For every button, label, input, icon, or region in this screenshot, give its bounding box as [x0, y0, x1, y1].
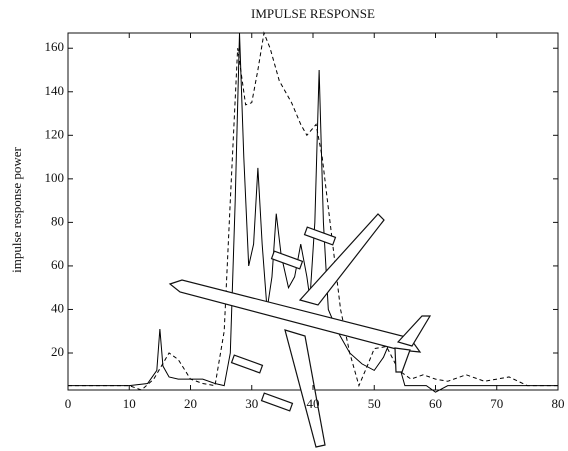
- y-tick-label: 80: [51, 213, 64, 228]
- x-tick-label: 60: [429, 396, 442, 411]
- chart-title: IMPULSE RESPONSE: [251, 6, 375, 21]
- plot-frame: [68, 33, 558, 390]
- engine: [272, 251, 303, 269]
- y-tick-label: 140: [45, 83, 65, 98]
- y-tick-label: 40: [51, 300, 64, 315]
- data-line: [68, 33, 558, 390]
- x-tick-label: 40: [307, 396, 320, 411]
- chart: IMPULSE RESPONSE impulse response power …: [0, 0, 568, 451]
- y-tick-label: 60: [51, 257, 64, 272]
- tail: [398, 316, 430, 346]
- y-tick-label: 120: [45, 126, 65, 141]
- tail: [395, 348, 410, 372]
- x-tick-label: 10: [123, 396, 136, 411]
- x-tick-label: 30: [245, 396, 258, 411]
- x-tick-label: 0: [65, 396, 72, 411]
- y-tick-label: 160: [45, 39, 65, 54]
- x-tick-label: 80: [552, 396, 565, 411]
- x-tick-label: 20: [184, 396, 197, 411]
- engine: [262, 393, 293, 411]
- y-tick-label: 20: [51, 344, 64, 359]
- engine: [232, 355, 263, 373]
- y-tick-label: 100: [45, 170, 65, 185]
- x-tick-label: 50: [368, 396, 381, 411]
- y-axis-label: impulse response power: [9, 147, 24, 273]
- data-line: [68, 33, 558, 392]
- wing: [285, 330, 325, 447]
- x-tick-label: 70: [490, 396, 503, 411]
